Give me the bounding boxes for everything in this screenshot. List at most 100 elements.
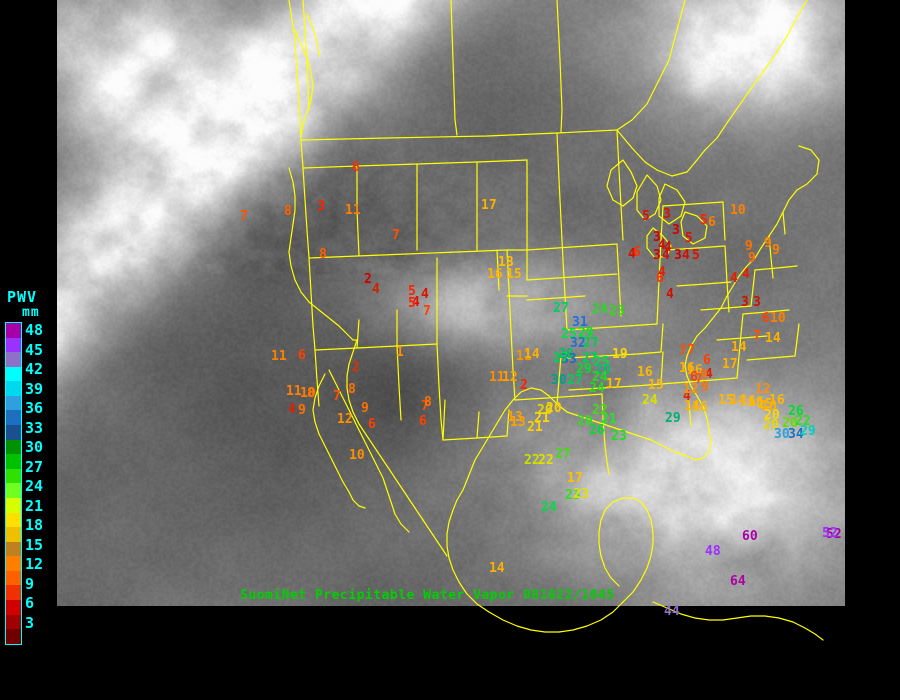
colorbar-swatch [6, 497, 21, 513]
geo-boundary-path [598, 497, 634, 533]
geo-boundary-path [480, 399, 514, 451]
station-pwv-value: 5 [700, 213, 708, 228]
geo-boundary-path [456, 449, 482, 501]
station-pwv-value: 4 [705, 367, 713, 382]
geo-boundary-path [308, 249, 528, 259]
station-pwv-value: 20 [537, 403, 553, 418]
geo-boundary-path [794, 323, 800, 357]
colorbar-tick-33: 33 [25, 418, 44, 437]
station-pwv-value: 6 [633, 245, 641, 260]
geo-boundary-path [568, 383, 662, 391]
station-pwv-value: 4 [658, 238, 666, 253]
geo-boundary-path [658, 183, 686, 225]
geo-boundary-path [526, 273, 618, 281]
station-pwv-value: 16 [761, 399, 777, 414]
geo-boundary-path [660, 377, 738, 385]
station-pwv-value: 16 [487, 267, 503, 282]
station-pwv-value: 22 [795, 414, 811, 429]
satellite-imagery [57, 0, 845, 606]
geo-boundary-path [302, 159, 528, 169]
geo-boundary-path [656, 205, 664, 325]
geo-boundary-path [488, 611, 560, 633]
station-pwv-value: 7 [392, 228, 400, 243]
station-pwv-value: 2 [352, 360, 360, 375]
station-pwv-value: 21 [601, 412, 617, 427]
station-pwv-value: 24 [589, 381, 605, 396]
geo-boundary-path [288, 223, 296, 281]
colorbar-tick-9: 9 [25, 574, 35, 593]
station-pwv-value: 26 [589, 423, 605, 438]
geo-boundary-path [328, 369, 360, 431]
colorbar-tick-3: 3 [25, 613, 35, 632]
station-pwv-value: 10 [300, 386, 316, 401]
station-pwv-value: 7 [333, 389, 341, 404]
geo-boundary-path [704, 0, 808, 151]
station-pwv-value: 8 [348, 382, 356, 397]
colorbar-tick-21: 21 [25, 496, 44, 515]
station-pwv-value: 4 [730, 271, 738, 286]
colorbar-swatch [6, 425, 21, 440]
station-pwv-value: 17 [481, 198, 497, 213]
pwv-colorbar-panel: PWV mm 48 45 42 39 36 33 30 27 24 21 18 15 12 9 6 3 [0, 288, 57, 658]
station-pwv-value: 6 [419, 414, 427, 429]
station-pwv-value: 14 [489, 561, 505, 576]
station-pwv-value: 16 [679, 361, 695, 376]
station-pwv-value: 4 [412, 295, 420, 310]
station-pwv-value: 29 [578, 326, 594, 341]
station-pwv-value: 16 [740, 394, 756, 409]
colorbar-swatch [6, 381, 21, 396]
colorbar-tick-18: 18 [25, 516, 44, 535]
station-pwv-value: 64 [730, 574, 746, 589]
colorbar-tick-48: 48 [25, 321, 44, 339]
station-pwv-value: 30 [774, 427, 790, 442]
station-pwv-value: 17 [722, 357, 738, 372]
station-pwv-value: 12 [683, 382, 699, 397]
station-pwv-value: 48 [705, 544, 721, 559]
station-pwv-value: 23 [573, 487, 589, 502]
geo-boundary-path [338, 325, 358, 341]
geo-boundary-path [514, 393, 603, 401]
station-pwv-value: 4 [682, 248, 690, 263]
geo-boundary-path [616, 129, 658, 171]
station-pwv-value: 20 [546, 401, 562, 416]
station-pwv-value: 9 [298, 403, 306, 418]
colorbar-tick-45: 45 [25, 340, 44, 359]
colorbar-units-label: mm [22, 305, 40, 320]
geo-boundary-path [506, 249, 516, 401]
station-pwv-value: 4 [666, 287, 674, 302]
geo-boundary-path [660, 323, 664, 353]
station-pwv-value: 12 [502, 370, 518, 385]
station-pwv-value: 5 [692, 248, 700, 263]
station-pwv-value: 9 [745, 239, 753, 254]
station-pwv-value: 15 [718, 393, 734, 408]
station-pwv-value: 9 [748, 251, 756, 266]
geo-boundary-path [782, 211, 786, 235]
geo-boundary-path [666, 245, 726, 251]
geo-boundary-path [662, 201, 724, 207]
station-pwv-value: 15 [648, 378, 664, 393]
geo-boundary-path [356, 165, 360, 257]
station-pwv-value: 7 [679, 344, 687, 359]
colorbar-swatch [6, 410, 21, 426]
geo-boundary-path [792, 621, 824, 641]
colorbar-swatch [6, 614, 21, 630]
station-pwv-value: 10 [730, 203, 746, 218]
station-pwv-value: 20 [577, 414, 593, 429]
colorbar-swatch [6, 439, 21, 455]
colorbar-tick-15: 15 [25, 535, 44, 554]
geo-boundary-path [556, 132, 568, 331]
geo-boundary-path [566, 323, 658, 331]
colorbar-swatch [6, 570, 21, 586]
station-pwv-value: 44 [664, 604, 680, 619]
geo-boundary-path [348, 491, 366, 509]
station-pwv-value: 6 [762, 311, 770, 326]
station-pwv-value: 20 [782, 416, 798, 431]
station-pwv-value: 3 [653, 248, 661, 263]
geo-boundary-path [358, 429, 388, 491]
colorbar-tick-6: 6 [25, 594, 35, 613]
geo-boundary-path [396, 345, 402, 421]
geo-boundary-path [300, 129, 618, 141]
colorbar-swatch [6, 468, 21, 484]
station-pwv-value: 30 [551, 373, 567, 388]
